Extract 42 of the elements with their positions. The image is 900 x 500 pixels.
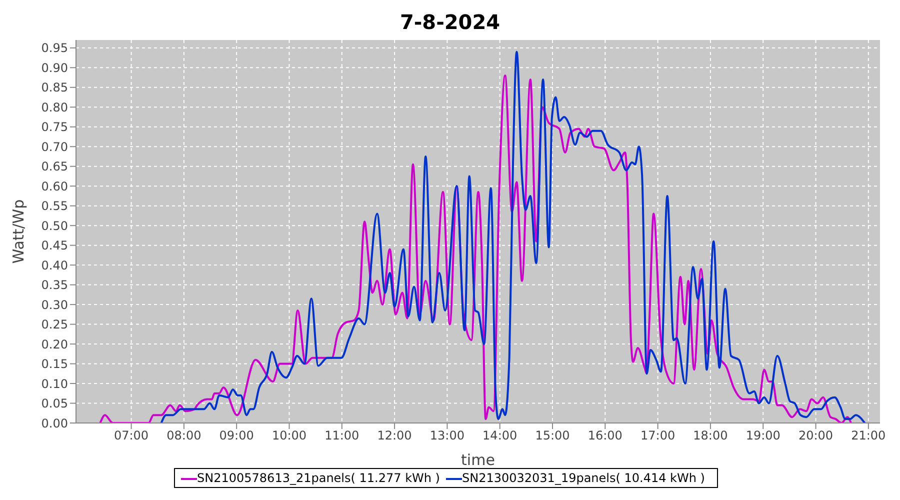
y-tick-label: 0.30 — [41, 298, 68, 312]
x-tick-label: 09:00 — [219, 428, 254, 443]
y-tick-label: 0.10 — [41, 376, 68, 391]
x-tick-label: 08:00 — [166, 428, 202, 443]
y-tick-label: 0.15 — [41, 357, 68, 372]
x-tick-label: 13:00 — [430, 428, 464, 443]
y-tick-label: 0.05 — [41, 396, 68, 411]
legend-label: SN2100578613_21panels( 11.277 kWh ) — [196, 471, 440, 485]
y-tick-label: 0.40 — [41, 258, 68, 272]
y-tick-label: 0.25 — [41, 318, 68, 332]
legend-label: SN2130032031_19panels( 10.414 kWh ) — [461, 471, 705, 485]
x-tick-label: 17:00 — [640, 428, 676, 443]
y-tick-label: 0.55 — [41, 199, 68, 214]
y-tick-label: 0.00 — [41, 416, 68, 430]
x-tick-label: 20:00 — [798, 428, 834, 443]
x-tick-label: 10:00 — [272, 428, 307, 443]
x-tick-label: 11:00 — [324, 428, 360, 443]
y-tick-label: 0.85 — [41, 80, 68, 95]
y-tick-label: 0.50 — [41, 218, 68, 233]
y-tick-label: 0.70 — [41, 140, 68, 154]
y-tick-label: 0.90 — [41, 60, 68, 75]
x-tick-label: 18:00 — [693, 428, 728, 443]
y-tick-label: 0.45 — [41, 238, 68, 253]
x-tick-label: 19:00 — [746, 428, 780, 443]
y-tick-label: 0.20 — [41, 337, 68, 352]
x-tick-label: 16:00 — [588, 428, 622, 443]
x-tick-label: 15:00 — [535, 428, 570, 443]
line-series — [160, 50, 866, 423]
y-tick-label: 0.35 — [41, 278, 68, 292]
x-tick-label: 14:00 — [482, 428, 518, 443]
x-tick-label: 21:00 — [851, 428, 886, 443]
y-tick-label: 0.60 — [41, 179, 68, 194]
x-tick-label: 12:00 — [377, 428, 412, 443]
y-tick-label: 0.80 — [41, 100, 68, 114]
y-tick-label: 0.95 — [41, 41, 68, 56]
x-tick-label: 07:00 — [114, 428, 149, 443]
y-axis-title: Watt/Wp — [9, 199, 28, 264]
chart-title: 7-8-2024 — [398, 9, 502, 36]
line-series — [99, 74, 852, 423]
y-tick-label: 0.65 — [41, 160, 68, 174]
x-axis-title: time — [461, 451, 495, 469]
y-tick-label: 0.75 — [41, 120, 68, 134]
